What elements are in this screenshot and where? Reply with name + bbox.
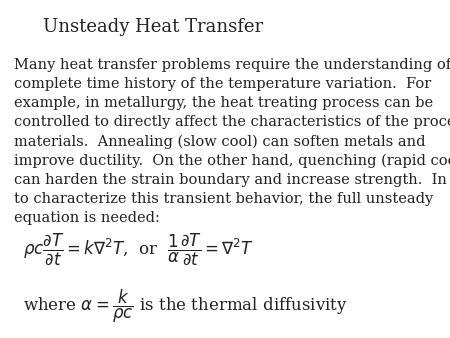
Text: Unsteady Heat Transfer: Unsteady Heat Transfer <box>43 18 263 36</box>
Text: $\rho c \dfrac{\partial T}{\partial t} = k\nabla^2 T$,  or  $\dfrac{1}{\alpha}\d: $\rho c \dfrac{\partial T}{\partial t} =… <box>22 232 254 267</box>
Text: Many heat transfer problems require the understanding of the
complete time histo: Many heat transfer problems require the … <box>14 58 450 225</box>
Text: where $\alpha=\dfrac{k}{\rho c}$ is the thermal diffusivity: where $\alpha=\dfrac{k}{\rho c}$ is the … <box>22 288 347 325</box>
